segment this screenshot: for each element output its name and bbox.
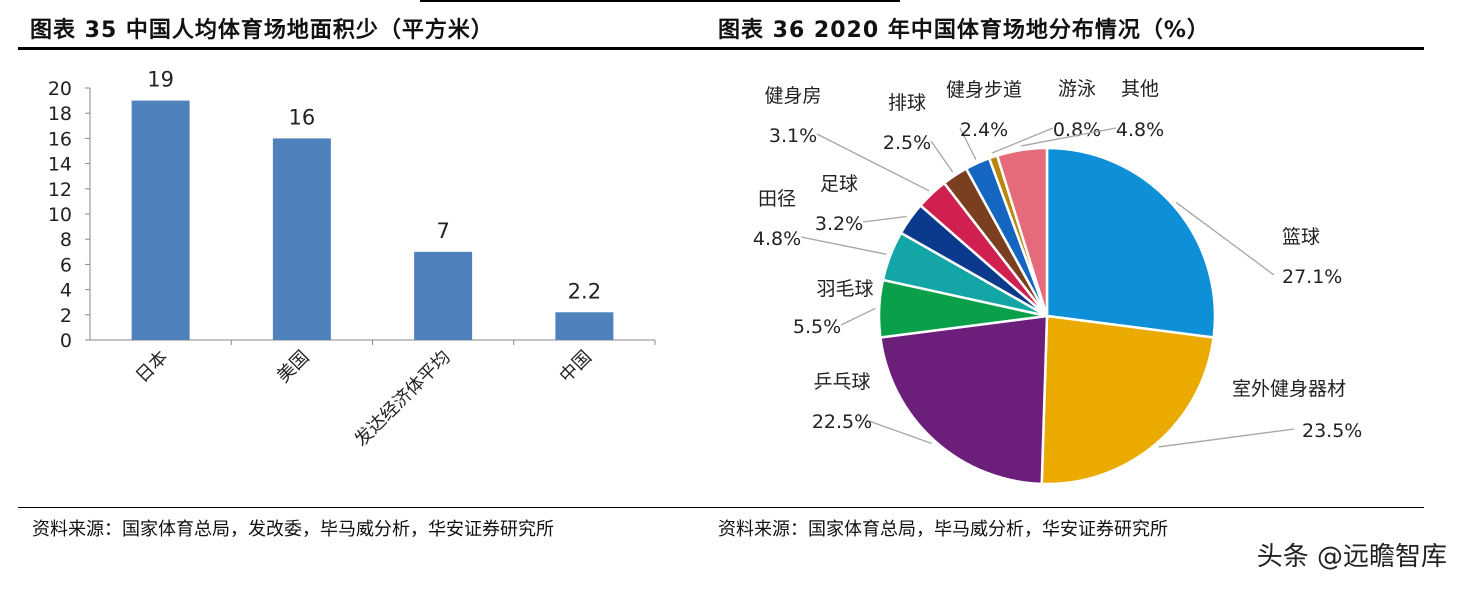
slice-label: 足球: [820, 173, 858, 195]
leader-line: [862, 215, 907, 223]
slice-value-label: 0.8%: [1053, 119, 1101, 141]
y-tick-label: 0: [60, 330, 72, 352]
slice-label: 羽毛球: [816, 278, 873, 300]
bar-美国: [272, 138, 331, 340]
slice-label: 健身步道: [946, 79, 1022, 101]
y-tick-label: 8: [60, 229, 72, 251]
x-tick-label: 美国: [273, 347, 313, 387]
slice-label: 游泳: [1058, 78, 1096, 100]
bar-日本: [131, 100, 190, 340]
y-tick-label: 10: [48, 204, 72, 226]
slice-value-label: 4.8%: [753, 228, 801, 250]
bar-发达经济体平均: [414, 251, 473, 340]
pie-slice-篮球: [1045, 146, 1217, 339]
right-chart-title: 图表 36 2020 年中国体育场地分布情况（%）: [718, 18, 1210, 43]
bar-chart: 0 2 4 6 8 10 12 14 16 18 20 19 日本 16 美国 7 发达经济体平均 2.2 中国: [48, 68, 656, 451]
leader-line: [800, 236, 887, 255]
slice-label: 排球: [888, 92, 926, 114]
slice-label: 其他: [1121, 78, 1159, 100]
y-tick-label: 18: [48, 103, 72, 125]
slice-value-label: 4.8%: [1116, 119, 1164, 141]
slice-value-label: 2.5%: [883, 132, 931, 154]
leader-line: [1158, 428, 1295, 448]
footer-divider: [18, 507, 1424, 508]
y-tick-label: 12: [48, 179, 72, 201]
pie-slice-室外健身器材: [1040, 314, 1216, 486]
leader-line: [1021, 127, 1117, 147]
x-tick-label: 日本: [132, 347, 172, 387]
slice-label: 篮球: [1282, 226, 1320, 248]
top-divider: [420, 0, 900, 2]
slice-label: 健身房: [764, 85, 821, 107]
y-tick-label: 2: [60, 305, 72, 327]
slice-value-label: 5.5%: [793, 316, 841, 338]
x-tick-label: 中国: [556, 347, 596, 387]
leader-line: [816, 133, 930, 192]
slice-label: 室外健身器材: [1232, 378, 1346, 400]
y-tick-label: 14: [48, 154, 72, 176]
slice-label: 乒乓球: [813, 371, 870, 393]
leader-line: [930, 140, 954, 173]
bar-中国: [555, 312, 614, 340]
leader-line: [1175, 201, 1275, 276]
y-tick-label: 20: [48, 78, 72, 100]
pie-slice-其他: [995, 146, 1049, 317]
slice-value-label: 3.2%: [815, 213, 863, 235]
y-tick-label: 4: [60, 280, 72, 302]
left-chart-title: 图表 35 中国人均体育场地面积少（平方米）: [30, 18, 494, 43]
bar-data-label: 16: [289, 105, 316, 129]
slice-value-label: 27.1%: [1282, 266, 1342, 288]
slice-value-label: 23.5%: [1302, 420, 1362, 442]
pie-chart: 篮球 27.1% 室外健身器材 23.5% 乒乓球 22.5% 羽毛球 5.5% 田径 4.8% 足…: [753, 78, 1362, 486]
pie-slice-乒乓球: [878, 314, 1049, 486]
slice-value-label: 22.5%: [812, 411, 872, 433]
leader-line: [840, 307, 876, 326]
leader-line: [991, 127, 1054, 154]
y-tick-label: 6: [60, 254, 72, 276]
x-tick-label: 发达经济体平均: [351, 347, 455, 451]
slice-value-label: 2.4%: [960, 119, 1008, 141]
title-underline: [18, 47, 1424, 50]
right-source-note: 资料来源：国家体育总局，毕马威分析，华安证券研究所: [718, 519, 1168, 540]
bar-data-label: 19: [147, 68, 174, 92]
slice-value-label: 3.1%: [769, 125, 817, 147]
bar-data-label: 7: [436, 219, 449, 243]
leader-line: [959, 127, 977, 160]
bar-data-label: 2.2: [568, 279, 601, 303]
watermark: 头条 @远瞻智库: [1256, 542, 1447, 572]
slice-label: 田径: [758, 188, 796, 210]
left-source-note: 资料来源：国家体育总局，发改委，毕马威分析，华安证券研究所: [32, 519, 554, 540]
y-tick-label: 16: [48, 128, 72, 150]
leader-line: [865, 419, 932, 444]
